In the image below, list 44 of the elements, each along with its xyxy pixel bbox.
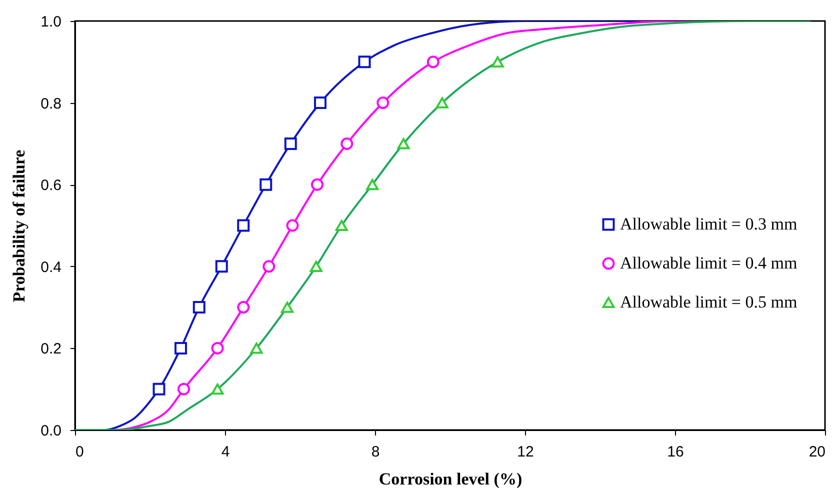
x-tick-label: 4 — [221, 444, 230, 460]
point — [237, 219, 250, 232]
point — [178, 382, 190, 396]
point — [284, 137, 297, 150]
point — [436, 97, 448, 108]
point — [192, 301, 206, 314]
y-tick-label: 0.6 — [40, 177, 62, 194]
x-axis-title: Corrosion level (%) — [378, 470, 522, 488]
x-tick-label: 12 — [517, 444, 534, 460]
point — [311, 178, 324, 191]
point — [340, 137, 354, 150]
point — [250, 342, 263, 354]
x-tick-label: 8 — [371, 444, 380, 460]
point — [215, 260, 228, 273]
point — [491, 56, 504, 68]
point — [174, 342, 187, 354]
point — [310, 260, 322, 272]
y-tick-label: 1.0 — [40, 14, 62, 30]
point — [397, 138, 410, 150]
y-tick-label: 0.2 — [40, 340, 62, 358]
point — [281, 302, 294, 313]
y-tick-label: 0.8 — [40, 95, 62, 112]
y-tick-label: 0.0 — [40, 422, 62, 440]
y-axis-title: Probability of failure — [10, 149, 29, 302]
point — [237, 301, 250, 314]
point — [262, 260, 276, 273]
point — [260, 178, 272, 191]
legend-label: Allowable limit = 0.3 mm — [620, 214, 798, 234]
point — [366, 179, 379, 190]
point — [376, 96, 390, 110]
y-tick-label: 0.4 — [40, 258, 62, 276]
legend-label: Allowable limit = 0.5 mm — [620, 292, 798, 312]
point — [314, 96, 326, 110]
point — [286, 219, 299, 232]
x-tick-label: 20 — [808, 444, 826, 460]
point — [426, 56, 440, 68]
x-tick-label: 16 — [667, 444, 684, 460]
legend-label: Allowable limit = 0.4 mm — [620, 254, 798, 272]
point — [335, 220, 348, 232]
x-tick-label: 0 — [76, 444, 84, 460]
point — [211, 342, 224, 354]
point — [152, 382, 166, 396]
point — [358, 56, 371, 68]
point — [211, 384, 224, 395]
